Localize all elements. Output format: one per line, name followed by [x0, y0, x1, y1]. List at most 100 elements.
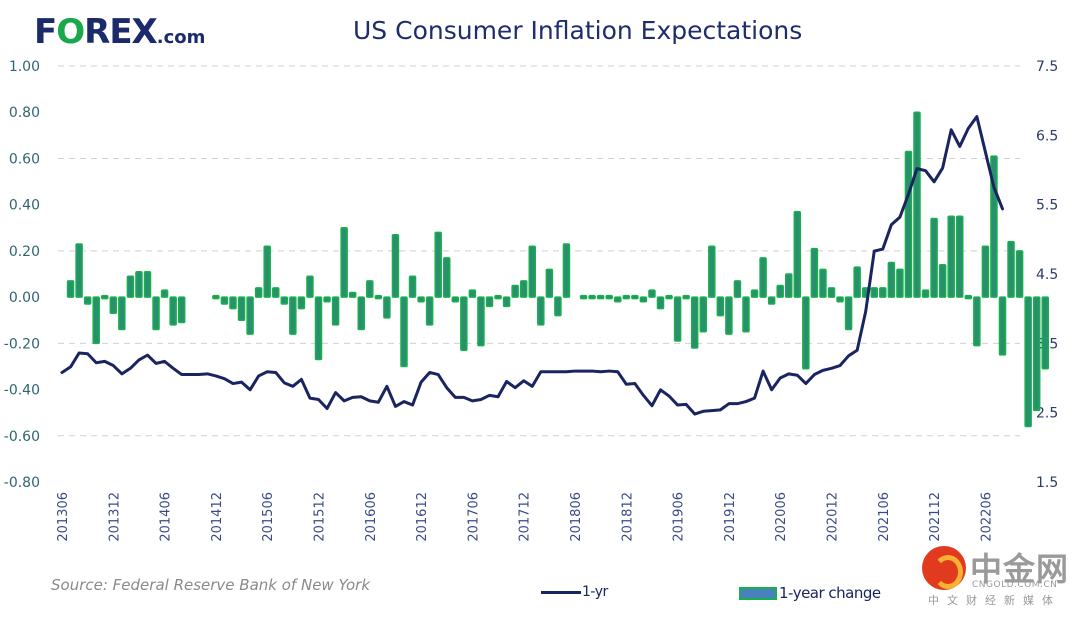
bar [605, 294, 613, 300]
logo-letter-o: O [56, 12, 85, 52]
bar [904, 150, 913, 298]
y-tick-right-label: 2.5 [1036, 406, 1058, 422]
bar [511, 284, 519, 298]
chart-title: US Consumer Inflation Expectations [353, 16, 803, 45]
bar [896, 268, 904, 298]
y-axis-left: 1.00 0.80 0.60 0.40 0.20 0.00 -0.20 -0.40 -0.60 -… [4, 59, 40, 491]
bar [160, 289, 169, 298]
y-tick-left-label: -0.80 [4, 475, 40, 491]
x-tick-label: 201406 [159, 492, 174, 542]
bar [673, 296, 682, 342]
legend-item-1-year-change: 1-year change [739, 584, 881, 602]
bar [331, 296, 340, 326]
logo-letters-rex: REX [84, 12, 158, 52]
bar [554, 296, 562, 317]
y-tick-left-label: 0.80 [9, 105, 40, 121]
bar [118, 296, 126, 331]
legend-label: 1-yr [582, 584, 608, 600]
y-tick-left-label: 0.60 [9, 151, 40, 167]
bar [348, 291, 357, 298]
bar [152, 296, 160, 331]
y-tick-right-label: 1.5 [1036, 475, 1058, 491]
bar [485, 296, 494, 308]
line-series-1-yr [60, 115, 1004, 416]
bar [528, 245, 536, 298]
x-tick-label: 201612 [415, 492, 430, 542]
bar [785, 273, 793, 298]
bar [622, 294, 631, 300]
bar [289, 296, 297, 335]
bar [682, 294, 690, 300]
y-tick-left-label: 0.20 [9, 244, 40, 260]
bar [537, 296, 545, 326]
bar [143, 270, 152, 298]
y-tick-left-label: -0.40 [4, 383, 40, 399]
bar [126, 275, 135, 298]
bar [297, 296, 306, 310]
y-tick-left-label: -0.20 [4, 336, 40, 352]
bar [83, 296, 92, 305]
bar [656, 296, 665, 310]
bar [494, 294, 502, 300]
bar [973, 296, 981, 347]
bar [870, 287, 878, 298]
bar [767, 296, 776, 305]
y-tick-left-label: -0.60 [4, 429, 40, 445]
bar [913, 111, 921, 298]
bar [101, 294, 109, 300]
bar [212, 294, 220, 300]
bar [981, 245, 990, 298]
bar [810, 247, 819, 298]
bar [340, 227, 348, 298]
bar [853, 266, 861, 298]
x-tick-label: 201706 [466, 492, 481, 542]
bar [391, 233, 400, 298]
bar [699, 296, 707, 333]
line-path [60, 115, 1004, 416]
y-tick-right-label: 5.5 [1036, 198, 1058, 214]
bar [280, 296, 289, 305]
source-note: Source: Federal Reserve Bank of New York [51, 576, 371, 594]
bar [964, 294, 973, 300]
x-tick-label: 201412 [210, 492, 225, 542]
bar [400, 296, 408, 368]
x-tick-label: 201506 [261, 492, 276, 542]
x-tick-label: 201912 [723, 492, 738, 542]
bar [135, 270, 143, 298]
x-tick-label: 201606 [364, 492, 379, 542]
bar [169, 296, 177, 326]
y-tick-right-label: 6.5 [1036, 128, 1058, 144]
bar [776, 284, 784, 298]
x-tick-label: 201306 [56, 492, 71, 542]
bar [742, 296, 750, 333]
bar [827, 287, 836, 298]
legend-line-swatch [541, 590, 581, 594]
bar [220, 296, 229, 305]
bar [579, 294, 588, 300]
bar [357, 296, 365, 331]
y-axis-right: 7.56.55.54.53.52.51.5 [1036, 59, 1058, 491]
bar [588, 294, 596, 300]
bar [502, 296, 511, 308]
x-tick-label: 202112 [928, 492, 943, 542]
watermark-name-cn: 中金网 [970, 550, 1070, 588]
x-tick-label: 201806 [569, 492, 584, 542]
x-tick-label: 201312 [107, 492, 122, 542]
watermark-tagline: 中文财经新媒体 [928, 594, 1061, 607]
bar [1024, 296, 1032, 428]
bar [836, 296, 844, 303]
y-tick-right-label: 7.5 [1036, 59, 1058, 75]
bar [639, 296, 648, 303]
bar [665, 294, 673, 300]
bar [716, 296, 725, 317]
bar-series-1-year-change [66, 111, 1049, 428]
x-tick-label: 202006 [774, 492, 789, 542]
watermark-name-en: CNGOLD.COM.CN [972, 580, 1058, 590]
bar [443, 257, 451, 298]
bar [921, 289, 930, 298]
bar [383, 296, 391, 319]
x-tick-label: 201712 [518, 492, 533, 542]
bar [323, 296, 331, 303]
legend-label: 1-year change [779, 584, 881, 602]
y-tick-left-label: 1.00 [9, 59, 40, 75]
